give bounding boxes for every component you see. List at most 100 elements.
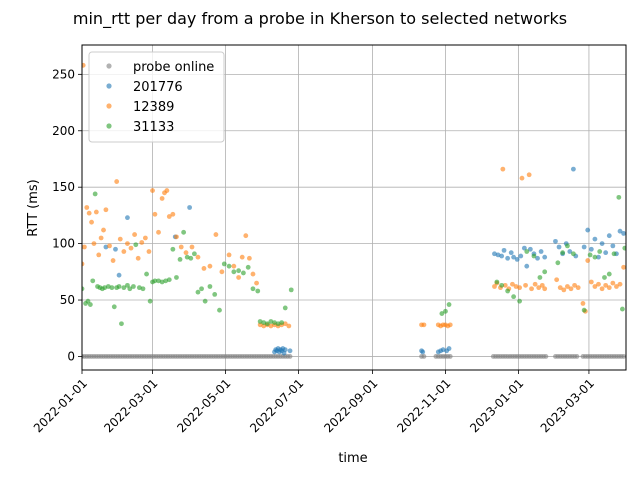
legend-label: 31133 — [133, 120, 174, 135]
y-axis-label: RTT (ms) — [26, 179, 41, 236]
data-point — [610, 243, 616, 249]
data-point — [554, 277, 560, 283]
data-point — [581, 307, 587, 313]
data-point — [142, 235, 148, 241]
legend-box — [88, 51, 225, 143]
data-point — [621, 264, 626, 270]
data-point — [581, 244, 587, 250]
data-point — [514, 257, 520, 262]
data-point — [614, 284, 619, 289]
data-point — [188, 255, 194, 261]
data-point — [561, 287, 567, 293]
data-point — [117, 236, 123, 242]
data-point — [574, 354, 580, 359]
data-point — [87, 302, 93, 307]
data-point — [606, 233, 612, 239]
data-point — [585, 227, 591, 233]
legend-label: 12389 — [133, 100, 174, 115]
data-point — [560, 250, 566, 256]
data-point — [587, 252, 593, 258]
data-point — [505, 288, 511, 294]
data-point — [84, 205, 90, 210]
data-point — [181, 229, 187, 235]
data-point — [539, 282, 545, 288]
data-point — [565, 243, 570, 249]
data-point — [500, 166, 506, 172]
data-point — [127, 286, 133, 292]
data-point — [131, 284, 136, 289]
data-point — [286, 323, 292, 329]
data-point — [236, 275, 242, 280]
data-point — [82, 62, 86, 68]
data-point — [93, 209, 99, 215]
data-point — [116, 284, 122, 289]
y-tick-label: 50 — [60, 293, 75, 307]
data-point — [250, 271, 256, 277]
data-point — [226, 263, 232, 269]
data-point — [446, 302, 452, 307]
data-point — [90, 278, 96, 284]
data-point — [82, 261, 85, 267]
data-point — [603, 250, 609, 256]
data-point — [592, 254, 598, 260]
data-point — [542, 269, 548, 275]
data-point — [231, 269, 237, 275]
data-point — [596, 254, 601, 260]
data-point — [98, 235, 104, 241]
data-point — [620, 306, 625, 312]
data-point — [519, 175, 525, 181]
data-point — [166, 214, 172, 219]
data-point — [191, 251, 197, 257]
data-point — [542, 286, 548, 292]
data-point — [250, 286, 256, 292]
data-point — [499, 253, 505, 259]
data-point — [610, 280, 616, 286]
data-point — [537, 275, 543, 280]
data-point — [147, 298, 153, 304]
data-point — [606, 285, 612, 291]
data-point — [236, 268, 242, 274]
data-point — [517, 298, 522, 304]
data-point — [82, 244, 87, 250]
data-point — [243, 233, 249, 239]
data-point — [599, 286, 605, 292]
data-point — [596, 281, 601, 287]
data-point — [588, 279, 594, 285]
data-point — [255, 288, 261, 294]
data-point — [101, 227, 106, 233]
data-point — [113, 246, 118, 252]
legend-marker — [106, 83, 112, 89]
data-point — [177, 257, 183, 262]
data-point — [524, 249, 530, 254]
data-point — [89, 219, 94, 225]
data-point — [511, 254, 517, 260]
data-point — [226, 252, 232, 258]
y-tick-label: 100 — [52, 237, 75, 251]
data-point — [239, 254, 245, 260]
data-point — [602, 275, 607, 280]
data-point — [133, 242, 139, 248]
data-point — [521, 245, 527, 251]
data-point — [420, 349, 426, 355]
data-point — [517, 285, 522, 291]
data-point — [529, 286, 534, 292]
data-point — [527, 246, 533, 252]
data-point — [125, 282, 130, 288]
y-tick-label: 250 — [52, 67, 75, 81]
data-point — [187, 205, 193, 210]
data-point — [617, 228, 623, 234]
data-point — [499, 282, 505, 288]
data-point — [446, 346, 452, 351]
data-point — [421, 322, 427, 328]
legend-marker — [106, 63, 112, 69]
data-point — [575, 285, 581, 291]
y-tick-label: 0 — [67, 349, 75, 363]
data-point — [189, 244, 195, 250]
data-point — [150, 188, 155, 193]
data-point — [508, 250, 514, 256]
data-point — [536, 285, 542, 291]
legend-marker — [106, 123, 112, 129]
data-point — [282, 347, 288, 353]
data-point — [140, 286, 146, 292]
data-point — [535, 255, 540, 261]
